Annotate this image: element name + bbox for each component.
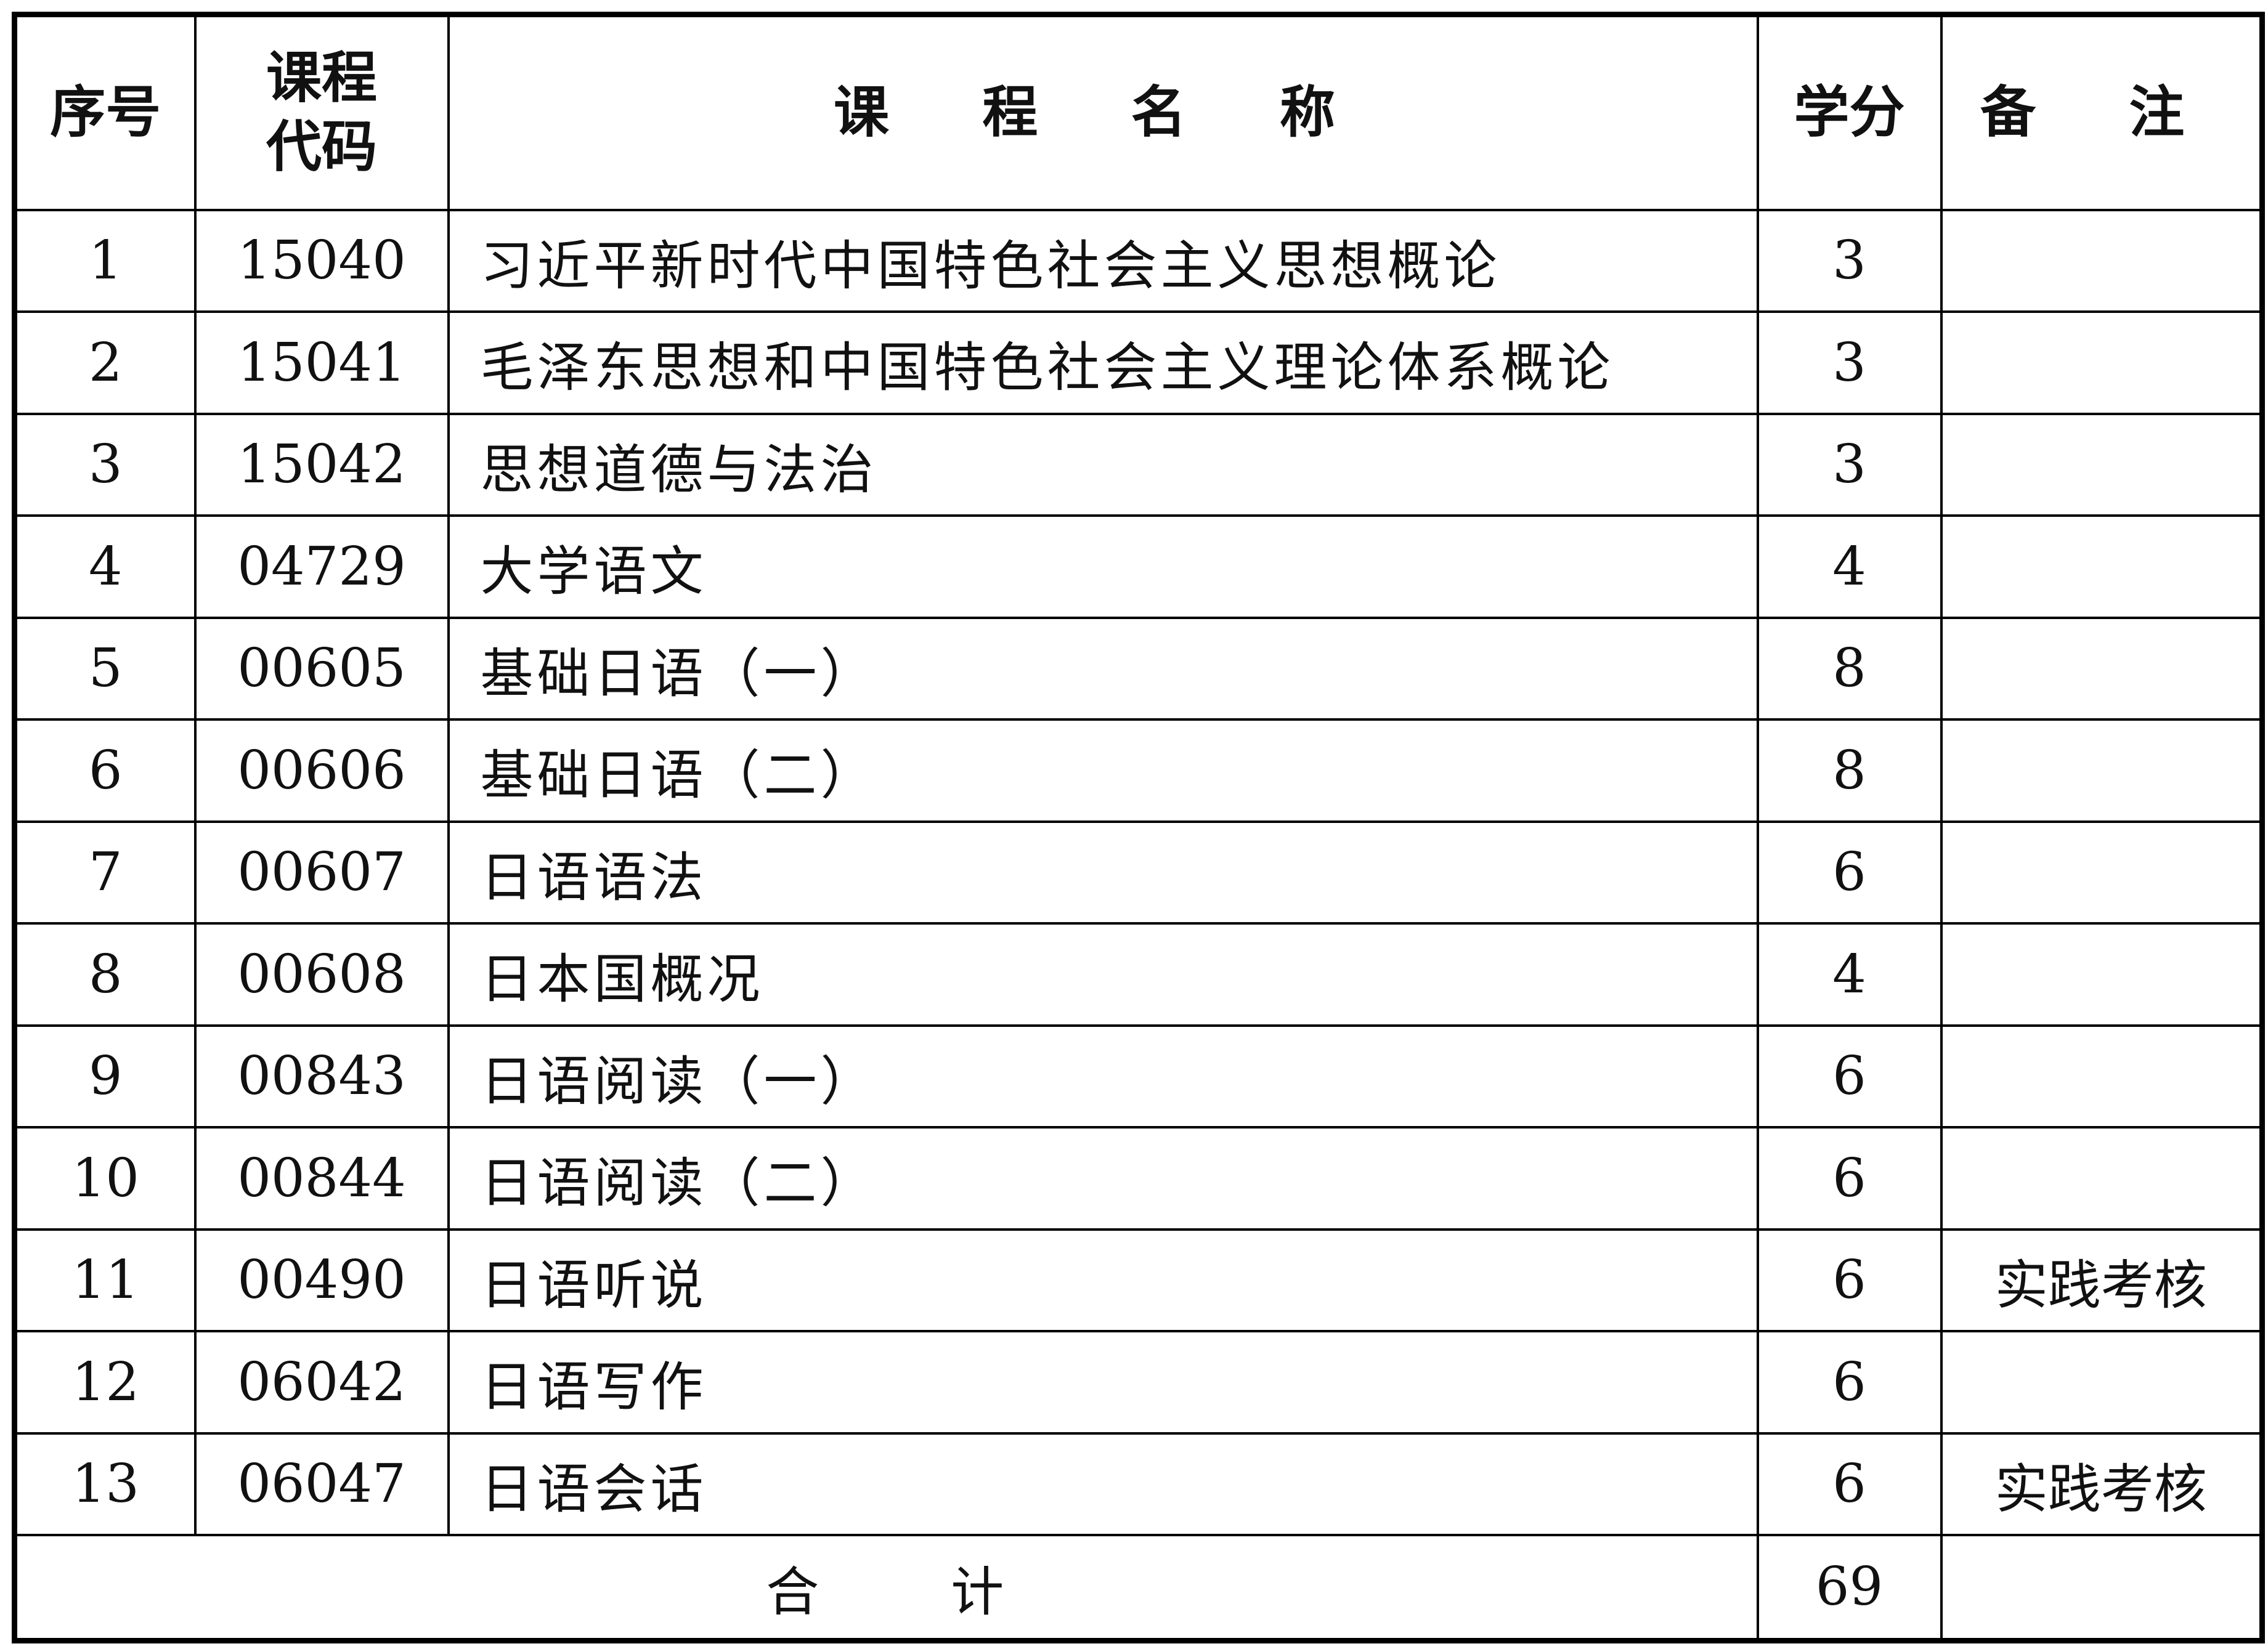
cell-name: 日语阅读（二）: [447, 1126, 1759, 1231]
cell-code: 00605: [193, 616, 450, 721]
cell-code: 15041: [193, 310, 450, 415]
table-row: 2 15041 毛泽东思想和中国特色社会主义理论体系概论 3: [13, 310, 2264, 415]
cell-index: 6: [13, 718, 197, 823]
cell-name: 日语写作: [447, 1330, 1759, 1435]
cell-notes: [1940, 718, 2264, 823]
header-index: 序号: [13, 13, 197, 211]
table-row: 5 00605 基础日语（一） 8: [13, 616, 2264, 721]
cell-credits: 6: [1756, 1330, 1943, 1435]
cell-credits: 8: [1756, 616, 1943, 721]
cell-index: 2: [13, 310, 197, 415]
cell-code: 00606: [193, 718, 450, 823]
course-table: 序号 课程 代码 课 程 名 称 学分 备 注 1 15040 习近平新时代中国特色…: [12, 12, 2265, 1643]
cell-notes: [1940, 412, 2264, 517]
cell-credits: 3: [1756, 208, 1943, 313]
cell-notes: [1940, 1024, 2264, 1128]
cell-index: 8: [13, 922, 197, 1027]
cell-name: 日语听说: [447, 1228, 1759, 1332]
cell-notes: 实践考核: [1940, 1228, 2264, 1332]
cell-code: 15040: [193, 208, 450, 313]
cell-notes: [1940, 922, 2264, 1027]
cell-credits: 4: [1756, 922, 1943, 1027]
cell-code: 15042: [193, 412, 450, 517]
cell-notes: [1940, 514, 2264, 619]
table-row: 9 00843 日语阅读（一） 6: [13, 1024, 2264, 1128]
cell-code: 00490: [193, 1228, 450, 1332]
table-row: 10 00844 日语阅读（二） 6: [13, 1126, 2264, 1231]
cell-index: 11: [13, 1228, 197, 1332]
cell-name: 思想道德与法治: [447, 412, 1759, 517]
cell-name: 基础日语（二）: [447, 718, 1759, 823]
header-code: 课程 代码: [193, 13, 450, 211]
header-code-line1: 课程: [266, 45, 377, 110]
cell-index: 13: [13, 1432, 197, 1536]
cell-index: 3: [13, 412, 197, 517]
cell-notes: [1940, 1330, 2264, 1435]
cell-notes: 实践考核: [1940, 1432, 2264, 1536]
total-label-left: 合: [766, 1561, 823, 1623]
cell-notes: [1940, 208, 2264, 313]
cell-name: 大学语文: [447, 514, 1759, 619]
cell-credits: 6: [1756, 1126, 1943, 1231]
total-row: 合计 69: [13, 1534, 2264, 1642]
cell-credits: 3: [1756, 310, 1943, 415]
cell-credits: 6: [1756, 1024, 1943, 1128]
table-row: 1 15040 习近平新时代中国特色社会主义思想概论 3: [13, 208, 2264, 313]
cell-credits: 6: [1756, 820, 1943, 925]
cell-code: 06042: [193, 1330, 450, 1435]
cell-index: 7: [13, 820, 197, 925]
table-row: 4 04729 大学语文 4: [13, 514, 2264, 619]
header-name: 课 程 名 称: [447, 13, 1759, 211]
cell-name: 基础日语（一）: [447, 616, 1759, 721]
cell-name: 日语语法: [447, 820, 1759, 925]
header-code-line2: 代码: [266, 115, 377, 180]
table-row: 3 15042 思想道德与法治 3: [13, 412, 2264, 517]
cell-code: 00843: [193, 1024, 450, 1128]
cell-code: 00608: [193, 922, 450, 1027]
cell-notes: [1940, 616, 2264, 721]
cell-name: 习近平新时代中国特色社会主义思想概论: [447, 208, 1759, 313]
cell-code: 00844: [193, 1126, 450, 1231]
cell-index: 9: [13, 1024, 197, 1128]
cell-credits: 8: [1756, 718, 1943, 823]
cell-index: 4: [13, 514, 197, 619]
table-row: 6 00606 基础日语（二） 8: [13, 718, 2264, 823]
cell-index: 12: [13, 1330, 197, 1435]
table-row: 7 00607 日语语法 6: [13, 820, 2264, 925]
cell-code: 04729: [193, 514, 450, 619]
table-row: 11 00490 日语听说 6 实践考核: [13, 1228, 2264, 1332]
table-row: 13 06047 日语会话 6 实践考核: [13, 1432, 2264, 1536]
cell-notes: [1940, 820, 2264, 925]
header-credits: 学分: [1756, 13, 1943, 211]
cell-code: 00607: [193, 820, 450, 925]
cell-credits: 6: [1756, 1432, 1943, 1536]
table-row: 8 00608 日本国概况 4: [13, 922, 2264, 1027]
header-row: 序号 课程 代码 课 程 名 称 学分 备 注: [13, 13, 2264, 211]
cell-credits: 6: [1756, 1228, 1943, 1332]
cell-index: 1: [13, 208, 197, 313]
cell-name: 毛泽东思想和中国特色社会主义理论体系概论: [447, 310, 1759, 415]
cell-name: 日语会话: [447, 1432, 1759, 1536]
cell-name: 日本国概况: [447, 922, 1759, 1027]
total-notes: [1940, 1534, 2264, 1642]
cell-credits: 3: [1756, 412, 1943, 517]
cell-index: 10: [13, 1126, 197, 1231]
header-notes: 备 注: [1940, 13, 2264, 211]
total-label: 合计: [13, 1534, 1759, 1642]
cell-name: 日语阅读（一）: [447, 1024, 1759, 1128]
cell-code: 06047: [193, 1432, 450, 1536]
cell-credits: 4: [1756, 514, 1943, 619]
table-row: 12 06042 日语写作 6: [13, 1330, 2264, 1435]
cell-notes: [1940, 310, 2264, 415]
cell-notes: [1940, 1126, 2264, 1231]
total-label-right: 计: [951, 1561, 1008, 1623]
total-credits: 69: [1756, 1534, 1943, 1642]
cell-index: 5: [13, 616, 197, 721]
